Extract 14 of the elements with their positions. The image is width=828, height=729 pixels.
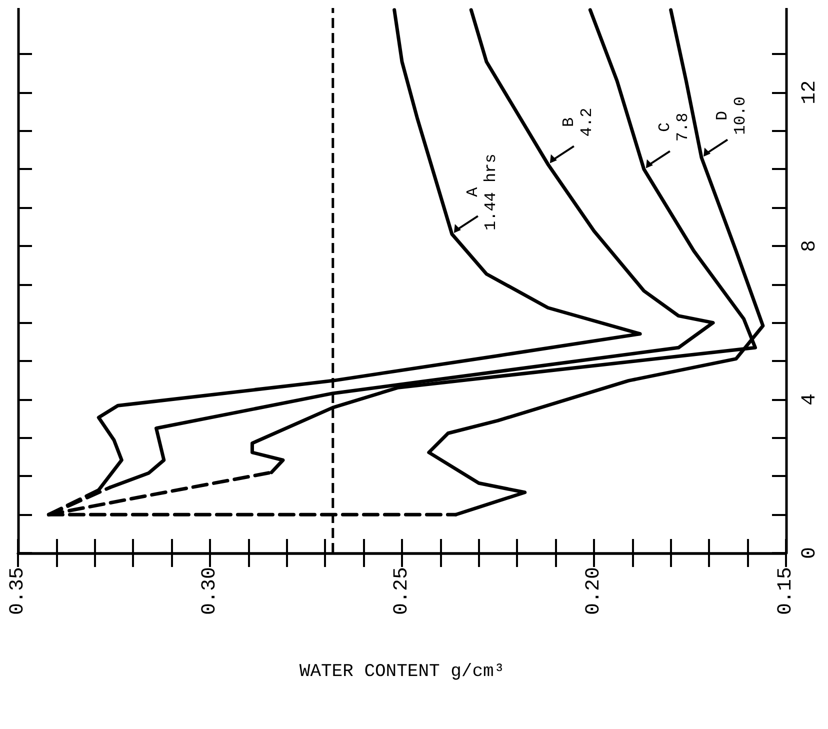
y-tick-label: 12 bbox=[798, 80, 822, 104]
y-tick-label: 0 bbox=[798, 546, 822, 560]
x-tick-label: 0.25 bbox=[390, 567, 414, 616]
annotation: A 1.44 hrs bbox=[464, 154, 500, 230]
x-tick-label: 0.30 bbox=[198, 567, 222, 616]
x-axis-title: WATER CONTENT g/cm³ bbox=[299, 662, 505, 682]
annotation: D 10.0 bbox=[714, 96, 750, 135]
y-tick-label: 8 bbox=[798, 240, 822, 252]
x-tick-label: 0.35 bbox=[6, 567, 30, 616]
y-tick-label: 4 bbox=[798, 393, 822, 406]
annotation: B 4.2 bbox=[560, 108, 596, 137]
x-tick-label: 0.15 bbox=[774, 567, 798, 616]
annotation: C 7.8 bbox=[656, 112, 692, 142]
x-tick-label: 0.20 bbox=[582, 567, 606, 616]
